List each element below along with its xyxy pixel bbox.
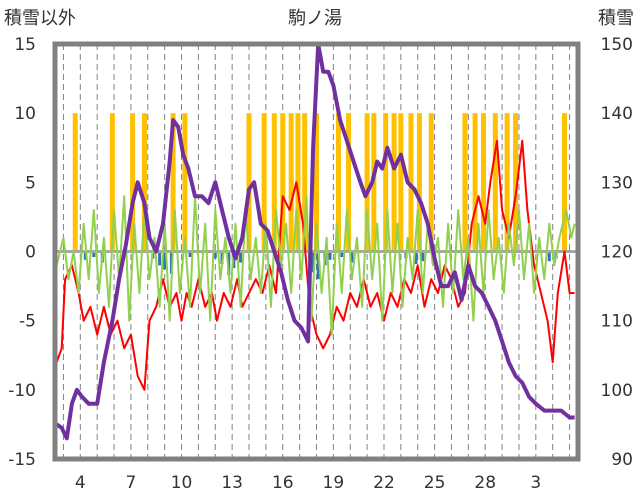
left-axis-label: 積雪以外	[4, 8, 76, 29]
precip-bar-1	[109, 113, 115, 252]
precip-bar-22	[416, 113, 422, 252]
line-layer	[55, 42, 576, 441]
negative-bar-7	[188, 251, 192, 258]
negative-bar-13	[311, 251, 315, 273]
x-tick-label: 3	[530, 473, 541, 493]
negative-bar-23	[547, 251, 551, 262]
precip-bar-21	[408, 113, 414, 252]
precip-bar-10	[288, 113, 294, 252]
precip-bar-13	[314, 113, 319, 252]
x-tick-label: 22	[373, 473, 395, 493]
x-tick-label: 13	[221, 473, 243, 493]
right-tick-label: 150	[601, 35, 633, 55]
precip-bar-3	[141, 113, 147, 252]
negative-bar-1	[92, 251, 96, 258]
left-tick-label: -10	[8, 381, 36, 401]
negative-bar-8	[213, 251, 217, 259]
left-tick-label: 15	[14, 35, 36, 55]
snow-depth-series-line	[55, 42, 575, 441]
precip-bar-9	[280, 113, 286, 252]
precip-bar-6	[246, 113, 252, 252]
precip-bar-4	[170, 113, 176, 252]
x-tick-label: 16	[272, 473, 294, 493]
precip-bar-26	[481, 113, 487, 252]
x-axis-ticks: 4 7 10 13 16 19 22 25 28 3	[75, 473, 541, 493]
x-tick-label: 7	[126, 473, 137, 493]
right-axis-ticks: 150 140 130 120 110 100 90	[601, 35, 633, 470]
precip-bar-15	[346, 113, 352, 252]
left-tick-label: -5	[19, 312, 36, 332]
right-tick-label: 120	[601, 243, 633, 263]
precip-bar-16	[364, 113, 370, 252]
precip-bar-29	[513, 113, 519, 252]
grid-lines	[62, 44, 571, 459]
precip-bar-12	[302, 113, 308, 252]
precip-bar-8	[271, 113, 277, 252]
negative-bar-0	[83, 251, 87, 260]
right-tick-label: 110	[601, 312, 633, 332]
left-tick-label: -15	[8, 450, 36, 470]
red-series-line	[55, 139, 575, 391]
negative-bar-18	[350, 251, 354, 263]
x-tick-label: 28	[474, 473, 496, 493]
negative-bar-16	[328, 251, 332, 260]
right-tick-label: 140	[601, 104, 633, 124]
precip-bar-11	[295, 113, 301, 252]
precip-bar-28	[504, 113, 510, 252]
x-tick-label: 10	[171, 473, 193, 493]
precip-bar-18	[383, 113, 389, 252]
left-tick-label: 10	[14, 104, 36, 124]
right-axis-label: 積雪	[598, 8, 634, 29]
plot-frame	[52, 41, 581, 462]
right-tick-label: 90	[611, 450, 633, 470]
left-tick-label: 0	[25, 243, 36, 263]
precip-bar-14	[335, 113, 341, 252]
precip-bar-5	[182, 113, 188, 252]
negative-bar-21	[421, 251, 425, 262]
negative-bar-17	[340, 251, 344, 258]
precip-bar-7	[261, 113, 267, 252]
precip-bar-25	[472, 113, 478, 252]
negative-bar-4	[158, 251, 162, 266]
x-tick-label: 19	[323, 473, 345, 493]
x-tick-label: 25	[424, 473, 446, 493]
negative-bar-14	[316, 251, 320, 280]
x-tick-label: 4	[75, 473, 86, 493]
chart-title: 駒ノ湯	[288, 8, 342, 29]
precip-bar-2	[130, 113, 136, 252]
negative-bar-10	[227, 251, 231, 276]
precip-bar-19	[391, 113, 397, 252]
precip-bar-20	[398, 113, 404, 252]
precip-bar-27	[492, 113, 498, 252]
right-tick-label: 100	[601, 381, 633, 401]
left-tick-label: 5	[25, 173, 36, 193]
negative-bar-5	[163, 251, 167, 270]
right-tick-label: 130	[601, 173, 633, 193]
left-axis-ticks: 15 10 5 0 -5 -10 -15	[8, 35, 36, 470]
precip-bar-30	[562, 113, 568, 252]
precip-bar-24	[462, 113, 468, 252]
negative-bar-20	[414, 251, 418, 264]
precip-bar-0	[72, 113, 78, 252]
precip-bar-23	[428, 113, 434, 252]
negative-bar-12	[239, 251, 243, 263]
